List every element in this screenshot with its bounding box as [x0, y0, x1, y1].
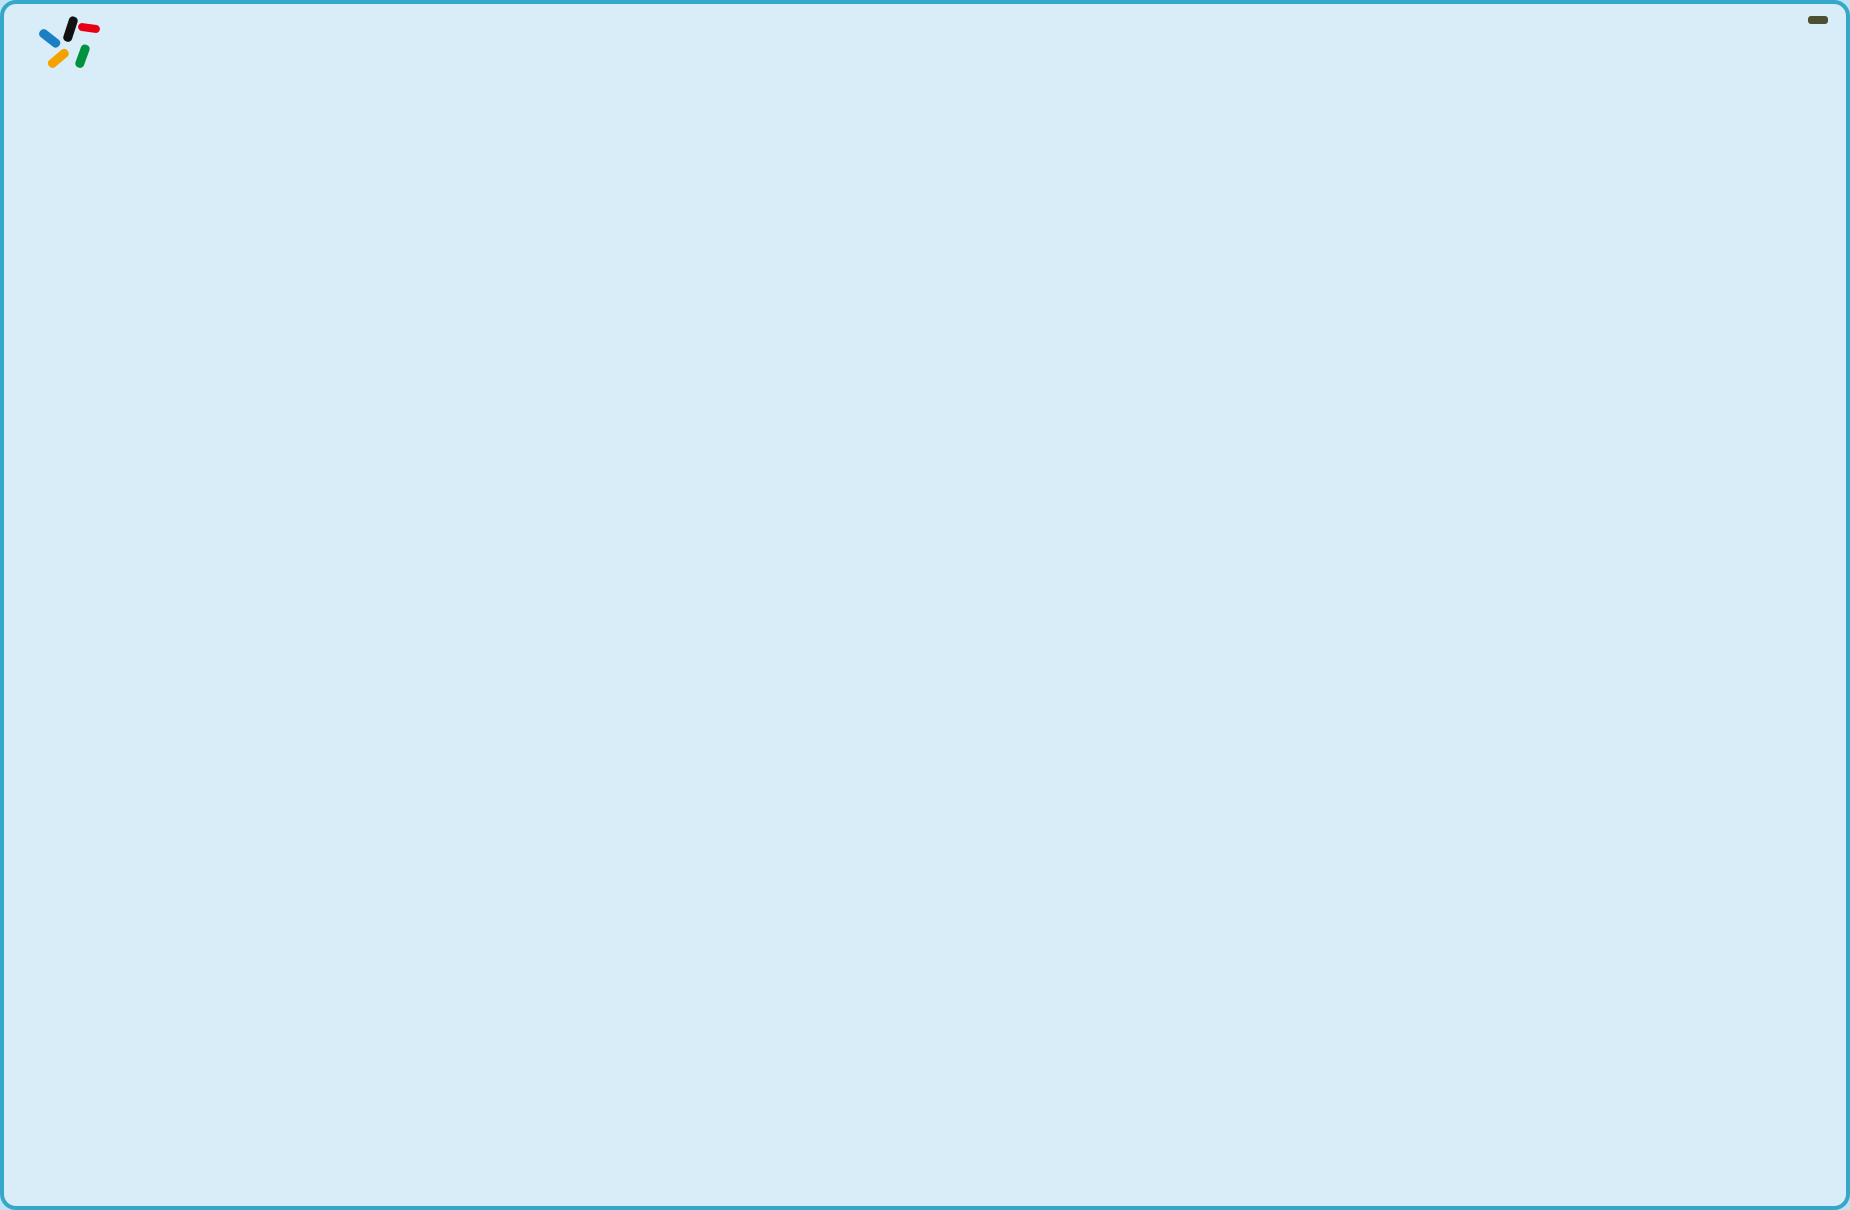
lottery-logo: [32, 12, 120, 84]
sports-lottery-star-icon: [39, 16, 100, 68]
top-banner: [4, 4, 1846, 94]
site-badge[interactable]: [1808, 16, 1828, 24]
